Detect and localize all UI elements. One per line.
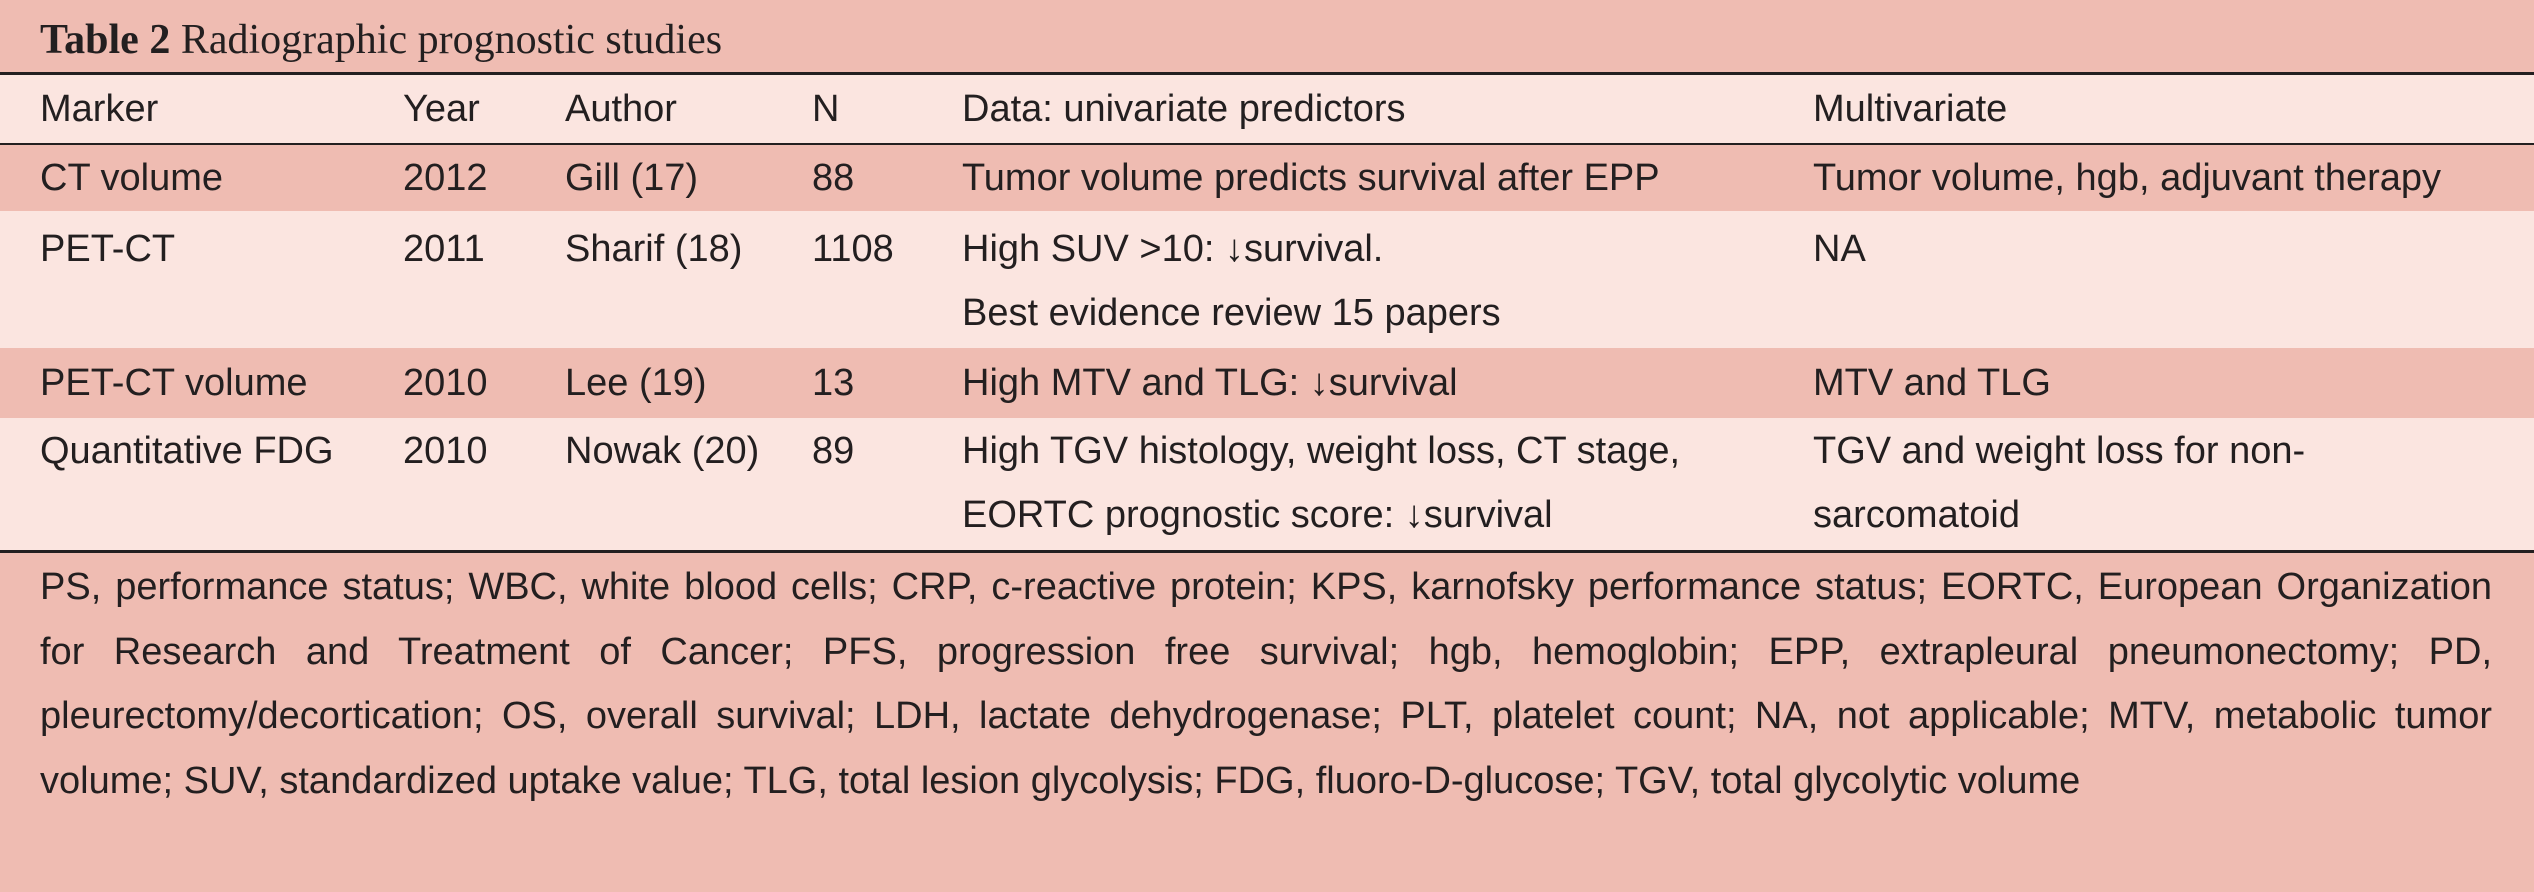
cell-line: Tumor volume predicts survival after EPP [962, 157, 1660, 199]
cell-n: 89 [812, 430, 855, 472]
cell-multivariate: NA [1813, 217, 1866, 281]
cell-n: 88 [812, 157, 855, 199]
header-author: Author [565, 88, 677, 130]
cell-author: Gill (17) [565, 157, 699, 199]
footnote-line: PS, performance status; WBC, white blood… [40, 566, 2263, 608]
table-row: PET-CT 2011 Sharif (18) 1108 High SUV >1… [0, 211, 2534, 348]
cell-year: 2010 [403, 430, 488, 472]
footnote-line: Organization for Research and Treatment … [40, 566, 2492, 673]
cell-year: 2011 [403, 228, 485, 270]
cell-line: EORTC prognostic score: ↓survival [962, 494, 1553, 536]
cell-author: Nowak (20) [565, 430, 760, 472]
header-marker: Marker [40, 88, 159, 130]
table-caption: Table 2 Radiographic prognostic studies [40, 0, 722, 72]
footnote-line: TGV, total glycolytic volume [1614, 759, 2081, 802]
cell-multivariate: MTV and TLG [1813, 351, 2051, 415]
cell-line: Tumor volume, hgb, adjuvant therapy [1813, 157, 2442, 199]
table-title: Radiographic prognostic studies [180, 17, 723, 63]
cell-univariate: High SUV >10: ↓survival. Best evidence r… [962, 217, 1501, 345]
footnote-line: pneumonectomy; PD, pleurectomy/decortica… [40, 630, 2492, 738]
table-label: Table 2 [40, 17, 171, 63]
table-footnote: PS, performance status; WBC, white blood… [40, 555, 2492, 813]
cell-line: Best evidence review 15 papers [962, 292, 1501, 334]
cell-author: Lee (19) [565, 362, 707, 404]
cell-author: Sharif (18) [565, 228, 743, 270]
cell-year: 2010 [403, 362, 488, 404]
cell-line: NA [1813, 228, 1866, 270]
cell-line: sarcomatoid [1813, 494, 2020, 536]
header-multivariate: Multivariate [1813, 88, 2008, 130]
header-year: Year [403, 88, 480, 130]
cell-multivariate: Tumor volume, hgb, adjuvant therapy [1813, 146, 2441, 210]
cell-marker: PET-CT [40, 228, 176, 270]
header-rule [0, 143, 2534, 145]
table-row: CT volume 2012 Gill (17) 88 Tumor volume… [0, 145, 2534, 211]
header-univariate: Data: univariate predictors [962, 88, 1406, 130]
header-row: Marker Year Author N Data: univariate pr… [0, 75, 2534, 143]
cell-line: High MTV and TLG: ↓survival [962, 362, 1458, 404]
cell-n: 13 [812, 362, 855, 404]
cell-univariate: High TGV histology, weight loss, CT stag… [962, 419, 1680, 547]
table-row: PET-CT volume 2010 Lee (19) 13 High MTV … [0, 348, 2534, 418]
cell-year: 2012 [403, 157, 488, 199]
cell-line: TGV and weight loss for non- [1813, 430, 2306, 472]
footnote-line: applicable; MTV, metabolic tumor volume;… [40, 695, 2492, 802]
cell-line: High SUV >10: ↓survival. [962, 228, 1384, 270]
cell-marker: PET-CT volume [40, 362, 308, 404]
cell-univariate: Tumor volume predicts survival after EPP [962, 146, 1660, 210]
cell-univariate: High MTV and TLG: ↓survival [962, 351, 1458, 415]
table-row: Quantitative FDG 2010 Nowak (20) 89 High… [0, 418, 2534, 550]
cell-multivariate: TGV and weight loss for non- sarcomatoid [1813, 419, 2305, 547]
cell-n: 1108 [812, 228, 894, 270]
cell-marker: Quantitative FDG [40, 430, 334, 472]
bottom-rule [0, 550, 2534, 553]
top-rule [0, 72, 2534, 75]
cell-line: High TGV histology, weight loss, CT stag… [962, 430, 1681, 472]
header-n: N [812, 88, 840, 130]
cell-marker: CT volume [40, 157, 224, 199]
cell-line: MTV and TLG [1813, 362, 2051, 404]
